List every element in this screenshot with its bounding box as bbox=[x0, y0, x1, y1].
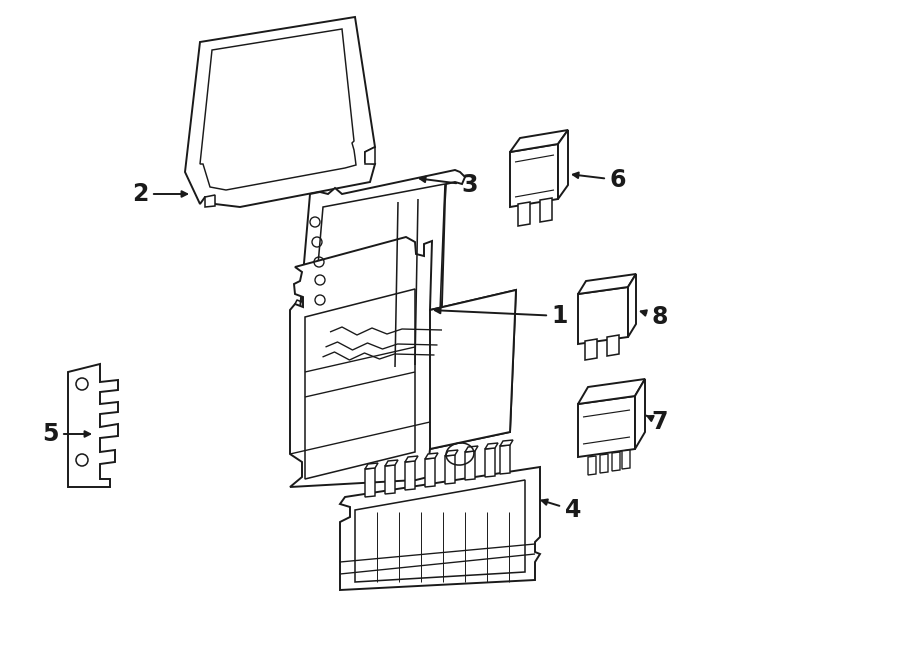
Polygon shape bbox=[578, 274, 636, 294]
Polygon shape bbox=[578, 396, 635, 457]
Polygon shape bbox=[607, 335, 619, 356]
Polygon shape bbox=[485, 443, 498, 449]
Polygon shape bbox=[365, 463, 378, 469]
Polygon shape bbox=[585, 339, 597, 360]
Text: 7: 7 bbox=[646, 410, 668, 434]
Polygon shape bbox=[600, 454, 608, 473]
Polygon shape bbox=[425, 458, 435, 487]
Polygon shape bbox=[588, 456, 596, 475]
Polygon shape bbox=[465, 451, 475, 480]
Polygon shape bbox=[385, 465, 395, 494]
Polygon shape bbox=[425, 453, 438, 459]
Polygon shape bbox=[578, 379, 645, 404]
Polygon shape bbox=[635, 379, 645, 449]
Polygon shape bbox=[540, 198, 552, 222]
Polygon shape bbox=[510, 130, 568, 152]
Polygon shape bbox=[558, 130, 568, 199]
Polygon shape bbox=[612, 452, 620, 471]
Polygon shape bbox=[405, 456, 418, 462]
Polygon shape bbox=[405, 461, 415, 490]
Text: 2: 2 bbox=[131, 182, 187, 206]
Text: 4: 4 bbox=[542, 498, 581, 522]
Polygon shape bbox=[510, 144, 558, 207]
Polygon shape bbox=[445, 455, 455, 484]
Polygon shape bbox=[485, 448, 495, 477]
Text: 6: 6 bbox=[573, 168, 626, 192]
Polygon shape bbox=[430, 290, 516, 449]
Polygon shape bbox=[385, 460, 398, 466]
Polygon shape bbox=[365, 468, 375, 497]
Polygon shape bbox=[500, 440, 513, 446]
Polygon shape bbox=[518, 202, 530, 226]
Text: 3: 3 bbox=[420, 173, 478, 197]
Polygon shape bbox=[185, 17, 375, 207]
Polygon shape bbox=[68, 364, 118, 487]
Polygon shape bbox=[340, 467, 540, 590]
Text: 5: 5 bbox=[41, 422, 90, 446]
Polygon shape bbox=[500, 445, 510, 474]
Polygon shape bbox=[628, 274, 636, 337]
Polygon shape bbox=[365, 147, 375, 164]
Polygon shape bbox=[445, 450, 458, 456]
Polygon shape bbox=[205, 195, 215, 207]
Polygon shape bbox=[465, 446, 478, 452]
Polygon shape bbox=[578, 287, 628, 344]
Text: 1: 1 bbox=[435, 304, 568, 328]
Text: 8: 8 bbox=[641, 305, 668, 329]
Polygon shape bbox=[622, 450, 630, 469]
Polygon shape bbox=[290, 237, 516, 487]
Polygon shape bbox=[295, 170, 465, 372]
